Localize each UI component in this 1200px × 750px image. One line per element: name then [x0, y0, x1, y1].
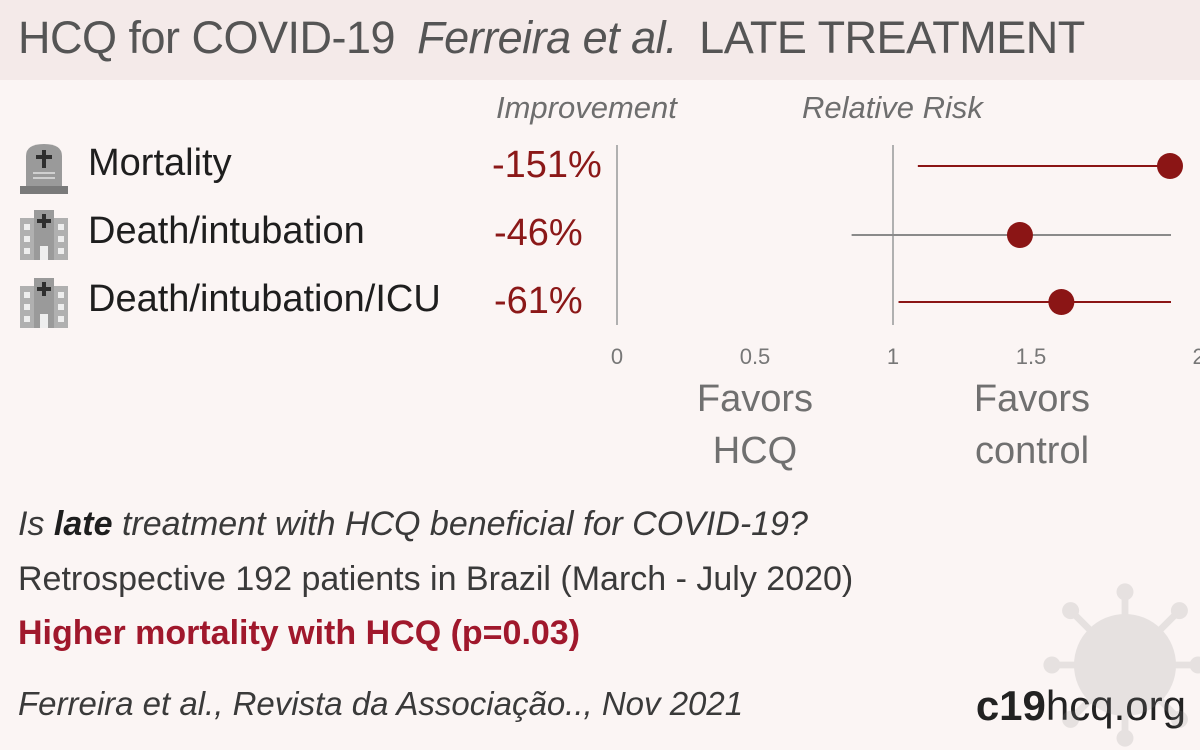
title-stage: LATE TREATMENT	[699, 12, 1085, 63]
x-tick-label: 1	[887, 344, 899, 369]
result-text: Higher mortality with HCQ (p=0.03)	[18, 614, 581, 652]
favors-control-line1: Favors	[973, 378, 1091, 420]
x-tick-label: 0	[611, 344, 623, 369]
citation-text: Ferreira et al., Revista da Associação..…	[18, 685, 744, 722]
x-tick-label: 0.5	[740, 344, 771, 369]
improvement-death-intubation: -46%	[494, 212, 583, 254]
x-tick-label: 1.5	[1016, 344, 1047, 369]
title-author: Ferreira et al.	[417, 12, 678, 63]
question-text: Is late treatment with HCQ beneficial fo…	[18, 505, 808, 544]
point-estimate	[1157, 153, 1183, 179]
x-tick-label: 2+	[1192, 344, 1200, 369]
page-title: HCQ for COVID-19 Ferreira et al. LATE TREA…	[18, 12, 1085, 64]
study-description: Retrospective 192 patients in Brazil (Ma…	[18, 560, 854, 598]
hospital-icon	[20, 210, 68, 260]
brand-bold: c19	[975, 682, 1046, 729]
favors-hcq-line1: Favors	[696, 378, 814, 420]
question-pre: Is	[18, 505, 54, 543]
favors-control-line2: control	[974, 430, 1090, 472]
relative-risk-column-header: Relative Risk	[802, 90, 983, 125]
outcome-label-death-intubation: Death/intubation	[88, 210, 365, 252]
question-post: treatment with HCQ beneficial for COVID-…	[112, 505, 808, 543]
favors-hcq-label: Favors HCQ	[655, 373, 855, 477]
brand-logo[interactable]: c19hcq.org	[976, 682, 1186, 730]
outcome-label-death-intubation-icu: Death/intubation/ICU	[88, 278, 441, 320]
favors-control-label: Favors control	[932, 373, 1132, 477]
improvement-column-header: Improvement	[496, 90, 677, 125]
hospital-icon	[20, 278, 68, 328]
outcome-label-mortality: Mortality	[88, 142, 232, 184]
question-bold: late	[53, 505, 113, 543]
favors-hcq-line2: HCQ	[712, 430, 798, 472]
title-main: HCQ for COVID-19	[18, 12, 396, 63]
tombstone-icon	[20, 144, 68, 194]
virus-icon	[1043, 583, 1200, 747]
point-estimate	[1006, 222, 1033, 248]
header-bar: HCQ for COVID-19 Ferreira et al. LATE TREA…	[0, 0, 1200, 80]
point-estimate	[1048, 289, 1075, 315]
brand-rest: hcq.org	[1046, 682, 1186, 729]
improvement-mortality: -151%	[492, 144, 602, 186]
improvement-death-intubation-icu: -61%	[494, 280, 583, 322]
